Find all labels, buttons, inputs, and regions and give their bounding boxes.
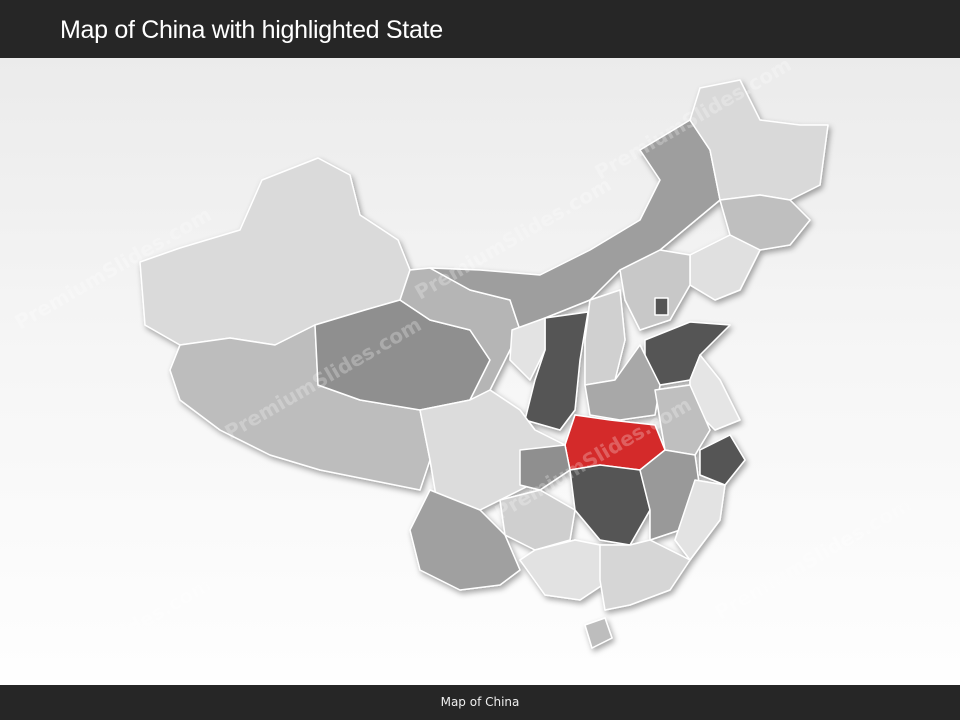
footer-caption: Map of China (440, 695, 520, 709)
region-liaoning[interactable] (689, 234, 761, 301)
region-hunan[interactable] (569, 464, 651, 546)
region-hainan[interactable] (584, 617, 613, 649)
region-heilongjiang[interactable] (689, 79, 829, 201)
region-shanxi[interactable] (584, 289, 626, 386)
region-guangdong[interactable] (599, 539, 691, 611)
region-ningxia[interactable] (509, 317, 546, 381)
slide-title: Map of China with highlighted State (60, 16, 443, 44)
region-shaanxi[interactable] (524, 311, 589, 431)
region-beijing[interactable] (654, 297, 669, 316)
region-yunnan[interactable] (409, 489, 521, 591)
region-fujian[interactable] (674, 479, 726, 561)
footer-bar: Map of China (0, 685, 960, 720)
region-tibet[interactable] (169, 324, 431, 491)
region-zhejiang[interactable] (699, 434, 746, 486)
title-bar: Map of China with highlighted State (0, 0, 960, 58)
region-chongqing[interactable] (519, 444, 571, 491)
region-hebei[interactable] (619, 249, 691, 331)
region-guizhou[interactable] (499, 489, 576, 551)
